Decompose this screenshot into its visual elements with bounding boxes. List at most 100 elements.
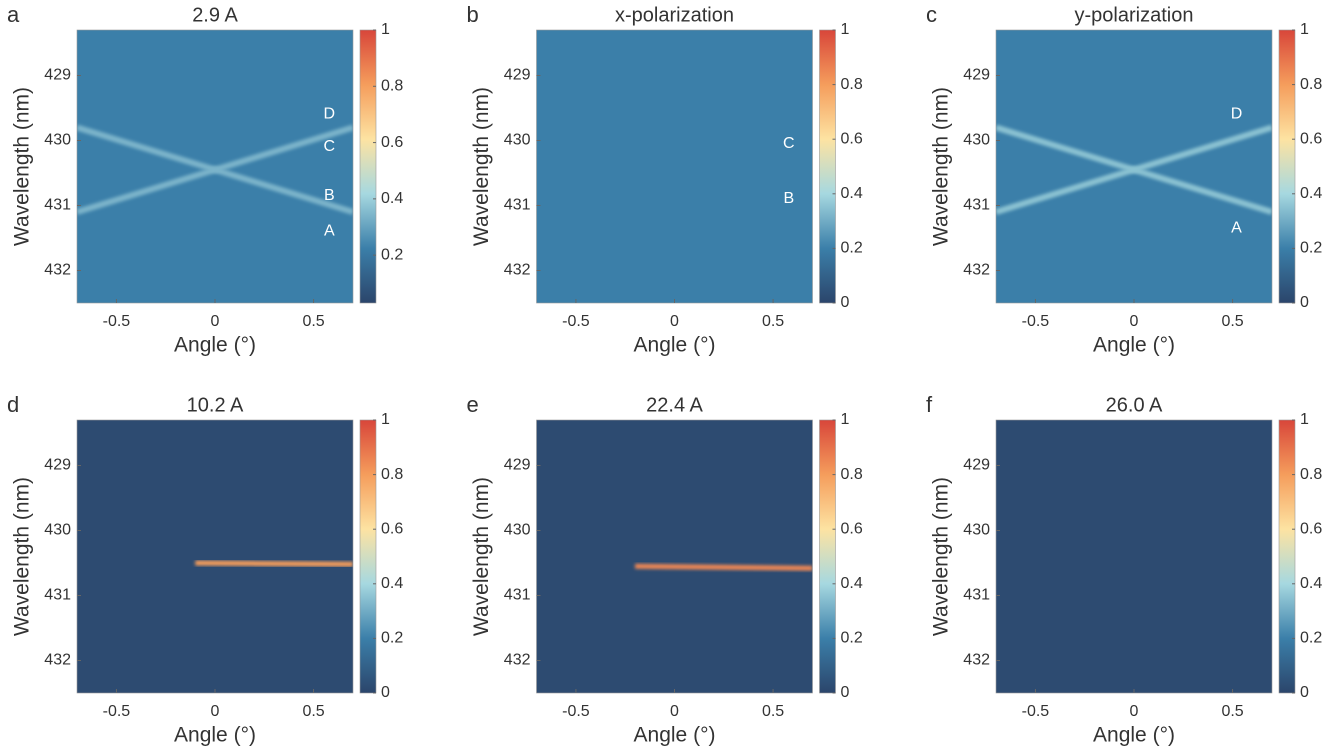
colorbar-tick-label: 1 — [841, 21, 850, 38]
colorbar-tick-label: 0.4 — [841, 185, 863, 202]
band — [195, 560, 353, 567]
panel-letter: d — [7, 392, 19, 417]
colorbar-tick-label: 0 — [841, 294, 850, 311]
x-tick-label: 0 — [211, 313, 220, 330]
panel-letter: e — [467, 392, 479, 417]
y-tick-label: 432 — [504, 262, 531, 279]
x-tick-label: 0 — [1130, 703, 1139, 720]
y-tick-label: 431 — [504, 197, 531, 214]
x-tick-label: -0.5 — [562, 703, 590, 720]
colorbar-tick-label: 0.8 — [841, 466, 863, 483]
colorbar-tick-label: 0.2 — [841, 240, 863, 257]
heatmap-background — [996, 420, 1272, 693]
x-axis-label: Angle (°) — [174, 724, 256, 747]
x-tick-label: -0.5 — [1022, 313, 1050, 330]
colorbar — [819, 29, 836, 304]
colorbar-tick-label: 0.4 — [381, 190, 403, 207]
y-tick-label: 430 — [963, 522, 990, 539]
heatmap — [77, 420, 353, 693]
y-tick-label: 431 — [963, 197, 990, 214]
y-tick-label: 431 — [504, 587, 531, 604]
annotation: D — [324, 106, 336, 123]
annotation: C — [783, 135, 795, 152]
y-tick-label: 430 — [963, 132, 990, 149]
x-tick-label: -0.5 — [1022, 703, 1050, 720]
colorbar-tick-label: 0.2 — [1300, 240, 1322, 257]
y-axis-label: Wavelength (nm) — [11, 87, 34, 246]
colorbar-tick-label: 0.4 — [1300, 575, 1322, 592]
panel: e 22.4 A -0.5 0 0.5 429 430 431 432 Angle (°) Wave… — [467, 392, 863, 747]
panel-title: 26.0 A — [1106, 394, 1163, 416]
heatmap — [536, 30, 813, 303]
panel: a 2.9 A DC B A -0.5 0 0.5 429 430 431 432 Angle (°) W… — [7, 2, 403, 357]
colorbar-tick-label: 1 — [381, 21, 390, 38]
y-axis-label: Wavelength (nm) — [930, 477, 953, 636]
x-tick-label: 0.5 — [762, 703, 784, 720]
x-tick-label: 0.5 — [302, 313, 324, 330]
colorbar-tick-label: 0.4 — [1300, 185, 1322, 202]
annotation: A — [324, 223, 335, 240]
panel-letter: b — [467, 2, 479, 27]
x-axis-label: Angle (°) — [1093, 334, 1175, 357]
x-axis-label: Angle (°) — [1093, 724, 1175, 747]
x-tick-label: 0 — [1130, 313, 1139, 330]
heatmap — [536, 420, 813, 693]
panel-title: y-polarization — [1075, 4, 1194, 26]
colorbar — [359, 419, 377, 694]
y-tick-label: 429 — [44, 67, 71, 84]
panel: f 26.0 A -0.5 0 0.5 429 430 431 432 Angle (°) Wave… — [926, 392, 1322, 747]
colorbar-tick-label: 0 — [841, 684, 850, 701]
x-tick-label: 0 — [670, 313, 679, 330]
heatmap-background — [536, 30, 813, 303]
colorbar-tick-label: 0.8 — [1300, 466, 1322, 483]
x-tick-label: 0 — [211, 703, 220, 720]
heatmap-background — [77, 30, 353, 303]
panel: c y-polarization D A -0.5 0 0.5 429 430 431 432 Ang… — [926, 2, 1322, 357]
colorbar-tick-label: 0.2 — [381, 630, 403, 647]
colorbar-tick-label: 0.8 — [841, 76, 863, 93]
band — [635, 563, 813, 571]
band — [77, 124, 353, 215]
x-tick-label: -0.5 — [562, 313, 590, 330]
colorbar-tick-label: 0 — [1300, 684, 1309, 701]
heatmap — [77, 30, 353, 303]
colorbar — [819, 419, 836, 694]
y-tick-label: 429 — [44, 457, 71, 474]
colorbar-tick-label: 0.6 — [381, 134, 403, 151]
y-tick-label: 431 — [44, 587, 71, 604]
annotation: C — [324, 138, 336, 155]
heatmap — [996, 30, 1272, 303]
colorbar-tick-label: 0.2 — [841, 630, 863, 647]
y-tick-label: 429 — [963, 67, 990, 84]
colorbar-tick-label: 0.4 — [841, 575, 863, 592]
panel-title: 10.2 A — [187, 394, 244, 416]
y-tick-label: 432 — [44, 652, 71, 669]
colorbar-tick-label: 0 — [1300, 294, 1309, 311]
colorbar-tick-label: 0.6 — [1300, 130, 1322, 147]
y-tick-label: 430 — [44, 132, 71, 149]
heatmap-background — [77, 420, 353, 693]
panel: d 10.2 A -0.5 0 0.5 429 430 431 432 Angle (°) Wave… — [7, 392, 403, 747]
y-tick-label: 430 — [504, 522, 531, 539]
x-tick-label: 0.5 — [1221, 703, 1243, 720]
panel-title: x-polarization — [615, 4, 734, 26]
x-tick-label: 0.5 — [1221, 313, 1243, 330]
annotation: B — [324, 187, 335, 204]
colorbar-tick-label: 0.6 — [1300, 520, 1322, 537]
y-tick-label: 431 — [963, 587, 990, 604]
heatmap-background — [536, 420, 813, 693]
colorbar — [1278, 419, 1296, 694]
colorbar — [359, 29, 377, 304]
x-tick-label: 0.5 — [762, 313, 784, 330]
annotation: B — [784, 190, 795, 207]
colorbar-tick-label: 0.4 — [381, 575, 403, 592]
y-tick-label: 429 — [504, 457, 531, 474]
y-tick-label: 430 — [504, 132, 531, 149]
x-axis-label: Angle (°) — [174, 334, 256, 357]
colorbar-tick-label: 1 — [841, 411, 850, 428]
y-axis-label: Wavelength (nm) — [930, 87, 953, 246]
colorbar-tick-label: 0.6 — [841, 520, 863, 537]
y-tick-label: 432 — [504, 652, 531, 669]
y-tick-label: 432 — [963, 652, 990, 669]
panel-letter: a — [7, 2, 20, 27]
